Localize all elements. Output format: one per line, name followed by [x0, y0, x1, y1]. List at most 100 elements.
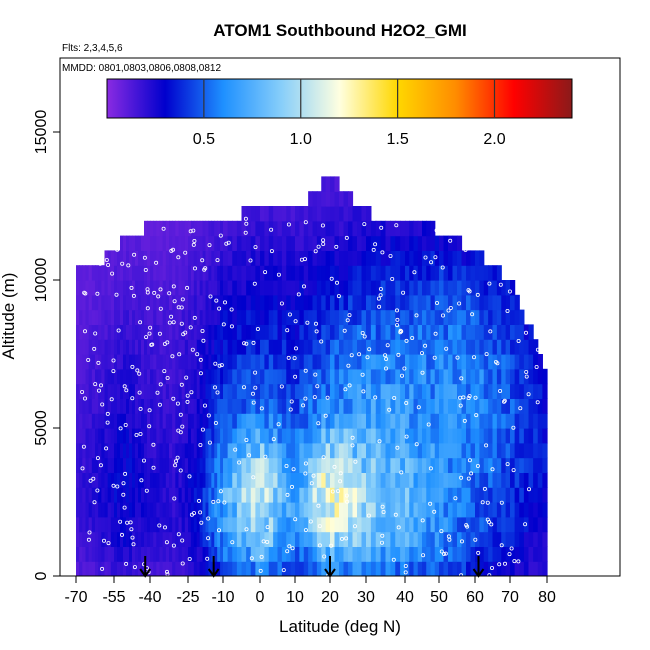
heatmap-cell — [334, 368, 340, 385]
heatmap-cell — [505, 531, 511, 547]
observation-point — [200, 258, 205, 263]
heatmap-cell — [255, 428, 261, 444]
heatmap-cell — [175, 472, 180, 488]
heatmap-cell — [110, 339, 115, 355]
observation-point — [151, 465, 156, 470]
heatmap-cell — [496, 339, 502, 355]
heatmap-cell — [417, 220, 423, 237]
heatmap-cell — [533, 383, 539, 399]
heatmap-cell — [88, 265, 93, 281]
heatmap-cell — [123, 561, 127, 576]
observation-point — [485, 500, 490, 505]
observation-point — [99, 383, 104, 388]
heatmap-cell — [405, 383, 410, 399]
heatmap-cell — [321, 324, 327, 340]
heatmap-cell — [79, 561, 83, 576]
x-tick-label: 60 — [466, 589, 484, 606]
observation-point — [419, 351, 424, 356]
heatmap-cell — [434, 531, 440, 547]
observation-point — [123, 422, 128, 427]
heatmap-cell — [88, 428, 93, 444]
heatmap-cell — [330, 457, 336, 473]
heatmap-cell — [510, 487, 516, 503]
heatmap-cell — [528, 472, 534, 488]
observation-point — [138, 320, 143, 325]
heatmap-cell — [165, 294, 170, 311]
observation-point — [487, 573, 492, 576]
heatmap-cell — [85, 442, 90, 459]
heatmap-cell — [101, 265, 106, 281]
heatmap-cell — [430, 368, 436, 385]
heatmap-cell — [439, 413, 445, 429]
heatmap-cell — [330, 309, 336, 325]
heatmap-cell — [85, 502, 90, 518]
heatmap-cell — [126, 398, 130, 414]
heatmap-cell — [439, 354, 445, 370]
heatmap-cell — [172, 368, 176, 385]
observation-point — [211, 499, 216, 504]
heatmap-cell — [496, 398, 502, 414]
heatmap-cell — [343, 472, 349, 488]
observation-point — [448, 305, 453, 310]
heatmap-cell — [273, 502, 279, 518]
heatmap-cell — [250, 516, 256, 533]
heatmap-cell — [76, 502, 80, 518]
heatmap-cell — [385, 442, 391, 459]
heatmap-cell — [250, 294, 256, 311]
heatmap-cell — [202, 487, 207, 503]
heatmap-cell — [172, 516, 176, 533]
heatmap-cell — [348, 383, 354, 399]
heatmap-cell — [357, 546, 363, 562]
heatmap-cell — [390, 531, 396, 547]
observation-point — [404, 338, 409, 343]
heatmap-cell — [175, 561, 180, 576]
heatmap-cell — [443, 457, 449, 473]
x-tick-label: 80 — [538, 589, 556, 606]
heatmap-cell — [339, 487, 345, 503]
observation-point — [381, 509, 386, 514]
observation-point — [137, 371, 142, 376]
observation-point — [162, 369, 167, 374]
observation-point — [384, 356, 389, 361]
heatmap-cell — [227, 265, 233, 281]
heatmap-cell — [370, 324, 377, 340]
heatmap-cell — [299, 280, 305, 296]
observation-point — [265, 540, 270, 545]
heatmap-cell — [169, 368, 173, 385]
observation-point — [482, 486, 487, 491]
heatmap-cell — [181, 561, 186, 576]
heatmap-cell — [188, 428, 192, 444]
heatmap-cell — [426, 280, 432, 296]
heatmap-cell — [277, 472, 283, 488]
heatmap-cell — [181, 265, 186, 281]
heatmap-cell — [488, 428, 494, 444]
heatmap-cell — [514, 309, 520, 325]
heatmap-cell — [227, 472, 233, 488]
heatmap-cell — [479, 354, 485, 370]
heatmap-cell — [295, 428, 300, 444]
heatmap-cell — [135, 472, 139, 488]
observation-point — [96, 360, 101, 365]
heatmap-cell — [479, 250, 485, 266]
heatmap-cell — [196, 442, 201, 459]
heatmap-cell — [422, 561, 427, 576]
heatmap-cell — [457, 546, 463, 562]
heatmap-cell — [120, 280, 124, 296]
observation-point — [188, 325, 193, 330]
observation-point — [147, 408, 152, 413]
observation-point — [428, 501, 433, 506]
heatmap-cell — [426, 546, 432, 562]
heatmap-cell — [316, 280, 322, 296]
heatmap-cell — [492, 442, 498, 459]
heatmap-cell — [110, 265, 115, 281]
heatmap-cell — [492, 354, 498, 370]
heatmap-cell — [470, 398, 476, 414]
heatmap-cell — [110, 294, 115, 311]
heatmap-cell — [184, 339, 189, 355]
heatmap-cell — [334, 354, 340, 370]
heatmap-cell — [202, 531, 207, 547]
observation-point — [499, 543, 504, 548]
heatmap-cell — [400, 398, 406, 414]
heatmap-cell — [448, 294, 454, 311]
heatmap-cell — [466, 294, 472, 311]
